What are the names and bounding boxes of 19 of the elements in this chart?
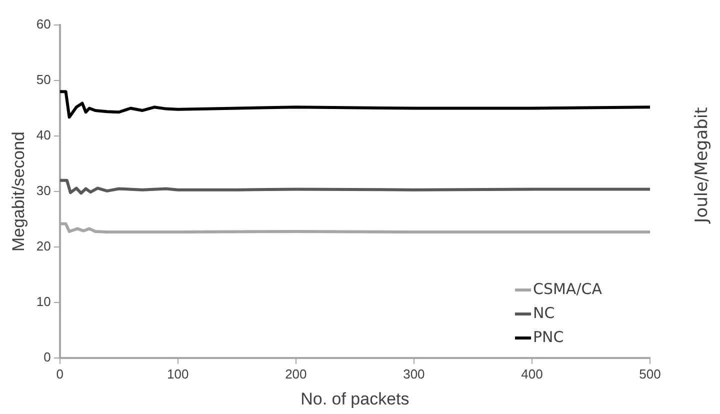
x-axis-title: No. of packets [300,389,410,408]
text: Joule/Megabit [692,107,712,223]
legend-label: PNC [533,328,564,346]
y-tick-label: 0 [44,350,51,365]
x-tick-label: 300 [403,366,425,382]
y-axis-title: Megabit/second [8,131,28,252]
x-tick-label: 0 [56,366,64,382]
y-tick-label: 50 [36,72,51,88]
y-tick-label: 30 [36,183,51,198]
y-tick-label: 20 [36,238,51,254]
x-tick-label: 200 [285,366,307,382]
y-tick-label: 10 [36,294,51,310]
legend-label: NC [533,304,555,322]
y-tick-label: 60 [36,16,51,32]
y-tick-label: 40 [36,128,51,143]
x-tick-label: 500 [639,366,661,382]
x-tick-label: 400 [521,366,543,382]
x-tick-label: 100 [167,366,189,382]
legend-label: CSMA/CA [533,280,603,298]
